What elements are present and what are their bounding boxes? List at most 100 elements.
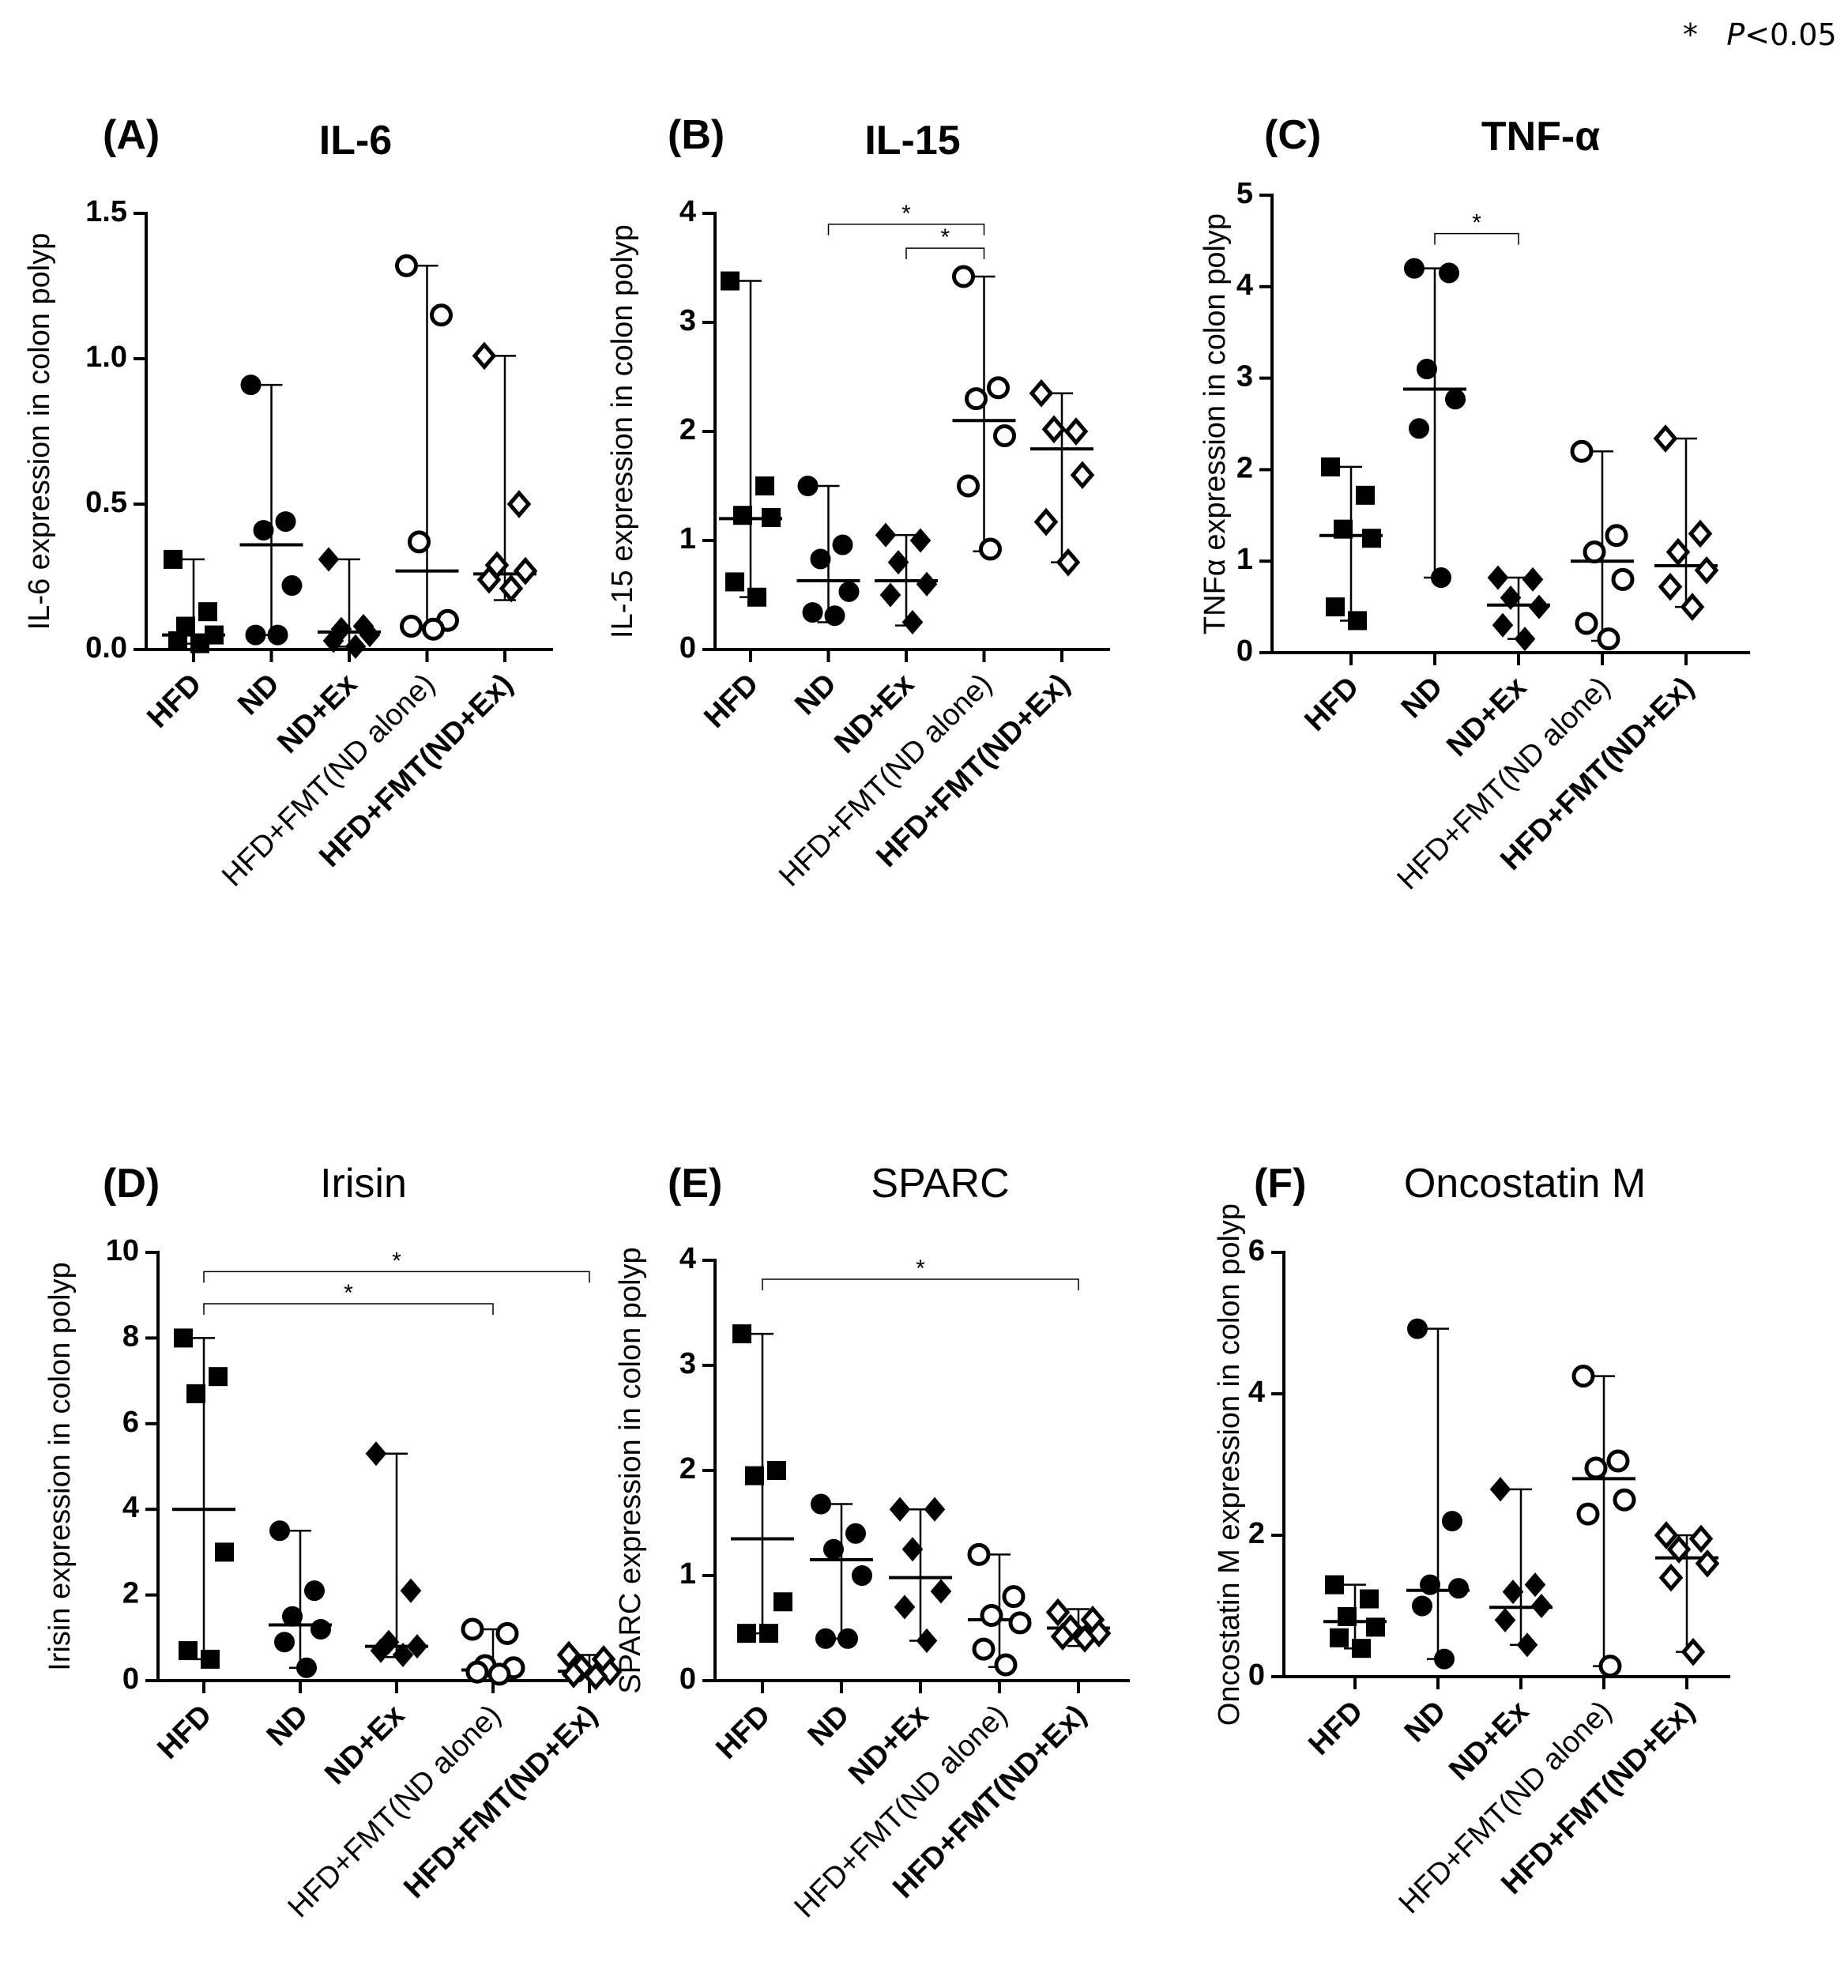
data-point bbox=[476, 565, 502, 594]
series-group bbox=[269, 1520, 332, 1678]
y-tick-label: 0 bbox=[679, 631, 696, 665]
data-point bbox=[1695, 1549, 1720, 1578]
data-point bbox=[245, 624, 266, 646]
chart-panel-6: (F) Oncostatin M Oncostatin M expression i… bbox=[1213, 1161, 1730, 1920]
data-point bbox=[916, 571, 938, 597]
significance-star: * bbox=[901, 201, 911, 227]
series-group bbox=[472, 341, 538, 603]
data-point bbox=[461, 1617, 484, 1641]
data-point bbox=[901, 1537, 924, 1562]
data-point bbox=[311, 1618, 331, 1640]
data-point bbox=[344, 634, 367, 659]
data-point bbox=[506, 490, 532, 518]
data-point bbox=[747, 587, 766, 607]
data-point bbox=[179, 1641, 198, 1661]
y-tick-label: 4 bbox=[1236, 269, 1253, 302]
significance-p-letter: P bbox=[1726, 17, 1745, 52]
data-point bbox=[209, 1367, 228, 1387]
data-point bbox=[164, 549, 183, 569]
series-group bbox=[318, 547, 381, 659]
data-point bbox=[395, 254, 418, 277]
data-point bbox=[721, 271, 740, 291]
data-point bbox=[1407, 1318, 1428, 1339]
panel-label: (C) bbox=[1264, 112, 1321, 158]
data-point bbox=[1404, 258, 1425, 279]
data-point bbox=[1522, 567, 1544, 592]
x-tick-label: HFD bbox=[151, 1699, 218, 1766]
data-point bbox=[901, 609, 924, 635]
data-point bbox=[253, 520, 274, 541]
y-axis-label: TNFα expression in colon polyp bbox=[1199, 213, 1232, 634]
data-point bbox=[1666, 1535, 1692, 1564]
data-point bbox=[1420, 1574, 1440, 1595]
data-point bbox=[1056, 548, 1081, 577]
series-group bbox=[1045, 1598, 1112, 1653]
data-point bbox=[1606, 1449, 1630, 1473]
data-point bbox=[392, 1642, 414, 1668]
data-point bbox=[755, 476, 774, 495]
series-group bbox=[1653, 424, 1719, 621]
data-point bbox=[1583, 540, 1606, 564]
series-group bbox=[810, 1493, 873, 1649]
x-tick-label: ND bbox=[1398, 1695, 1453, 1749]
y-tick-label: 6 bbox=[1248, 1234, 1265, 1267]
data-point bbox=[365, 1441, 387, 1467]
data-point bbox=[1442, 1511, 1462, 1532]
y-tick-label: 2 bbox=[1236, 451, 1253, 484]
data-point bbox=[762, 508, 781, 528]
series-group bbox=[461, 1617, 525, 1686]
y-axis-label: IL-15 expression in colon polyp bbox=[606, 224, 639, 638]
data-point bbox=[1524, 1572, 1546, 1598]
data-point bbox=[838, 581, 860, 602]
series-group bbox=[1489, 1477, 1553, 1658]
y-tick-label: 4 bbox=[679, 195, 696, 228]
data-point bbox=[1409, 418, 1429, 439]
series-group bbox=[1570, 439, 1635, 651]
data-point bbox=[1665, 537, 1691, 567]
data-point bbox=[269, 1520, 290, 1542]
data-point bbox=[773, 1592, 792, 1612]
significance-star: * bbox=[392, 1248, 401, 1274]
data-point bbox=[894, 1595, 916, 1620]
data-point bbox=[408, 530, 431, 554]
data-point bbox=[1431, 567, 1451, 589]
x-tick-label: HFD bbox=[141, 668, 208, 735]
data-point bbox=[1325, 1575, 1344, 1595]
significance-note: * P<0.05 bbox=[1683, 17, 1837, 52]
data-point bbox=[215, 1542, 234, 1562]
chart-title: IL-6 bbox=[319, 118, 392, 164]
data-point bbox=[837, 1628, 858, 1649]
data-point bbox=[583, 1662, 608, 1691]
data-point bbox=[725, 572, 744, 592]
x-tick-label: HFD bbox=[709, 1699, 777, 1766]
data-point bbox=[513, 556, 538, 585]
data-point bbox=[1681, 1637, 1706, 1666]
data-point bbox=[1688, 519, 1713, 548]
series-group bbox=[1571, 1365, 1636, 1678]
y-tick-label: 0.0 bbox=[85, 631, 127, 665]
y-tick-label: 3 bbox=[1236, 360, 1253, 393]
x-tick-label: ND bbox=[261, 1699, 315, 1753]
data-point bbox=[472, 341, 497, 371]
data-point bbox=[370, 1638, 392, 1663]
data-point bbox=[1045, 1598, 1071, 1627]
y-tick-label: 0 bbox=[1236, 634, 1253, 668]
data-point bbox=[1321, 457, 1340, 476]
data-point bbox=[1356, 485, 1375, 505]
data-point bbox=[1597, 627, 1620, 651]
panel-label: (D) bbox=[103, 1161, 160, 1207]
y-tick-label: 2 bbox=[1248, 1517, 1265, 1550]
data-point bbox=[1611, 567, 1635, 591]
data-point bbox=[1598, 1655, 1622, 1678]
data-point bbox=[952, 265, 975, 288]
y-tick-label: 3 bbox=[679, 304, 696, 337]
series-group bbox=[1403, 258, 1466, 589]
data-point bbox=[1528, 594, 1550, 619]
y-tick-label: 3 bbox=[679, 1347, 696, 1380]
x-tick-label: ND+Ex bbox=[318, 1699, 411, 1791]
data-point bbox=[759, 1624, 778, 1643]
data-point bbox=[909, 528, 932, 553]
series-group bbox=[1319, 457, 1383, 631]
data-point bbox=[972, 1637, 996, 1661]
